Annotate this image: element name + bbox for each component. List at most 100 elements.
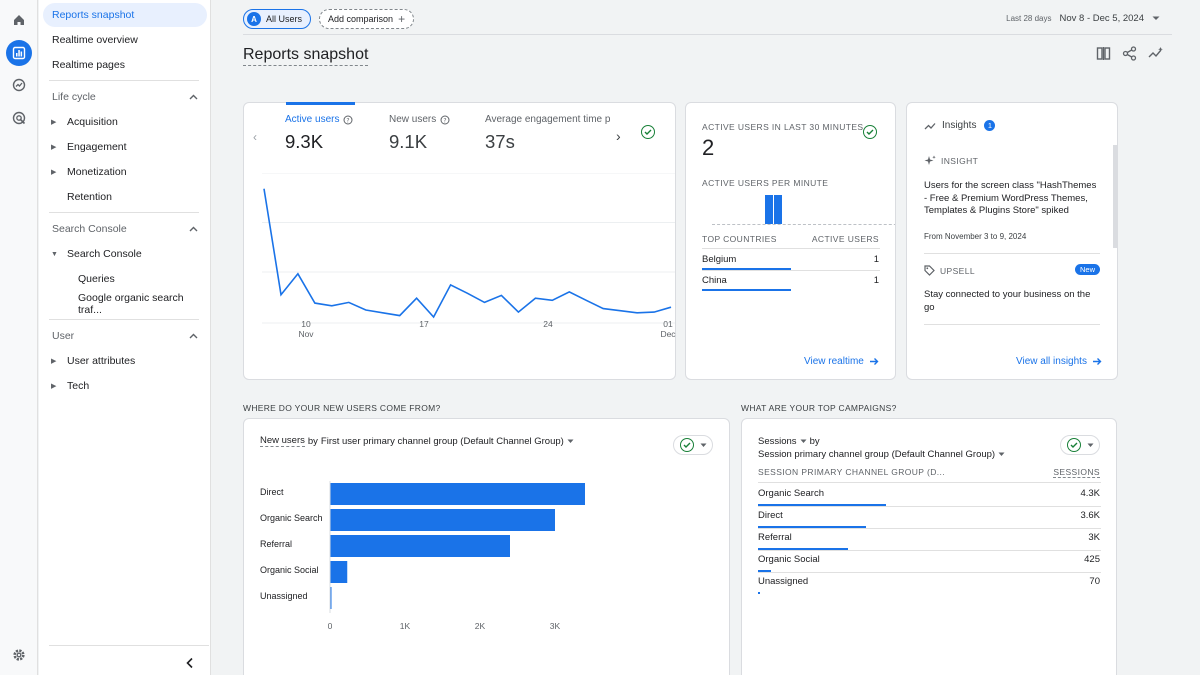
insights-header: Insights 1	[924, 120, 996, 131]
realtime-card: ACTIVE USERS IN LAST 30 MINUTES 2 ACTIVE…	[685, 102, 896, 380]
per-minute-bar	[765, 195, 773, 224]
x-tick: 17	[419, 319, 429, 329]
date-range-picker[interactable]: Last 28 days Nov 8 - Dec 5, 2024	[1006, 13, 1160, 24]
col-sessions[interactable]: SESSIONS	[1053, 467, 1100, 478]
caret-down-icon: ▼	[51, 250, 58, 258]
bar[interactable]	[330, 587, 332, 609]
tab-new-users[interactable]: New users ? 9.1K	[389, 114, 450, 153]
bar[interactable]	[330, 483, 585, 505]
check-status-icon	[641, 122, 655, 140]
active-users-chart	[262, 173, 675, 324]
tab-engagement-time[interactable]: Average engagement time p 37s	[485, 114, 610, 152]
new-users-section-title: WHERE DO YOUR NEW USERS COME FROM?	[243, 403, 441, 413]
engagement-time-value: 37s	[485, 131, 515, 152]
upsell-text[interactable]: Stay connected to your business on the g…	[924, 289, 1091, 313]
country-name: China	[702, 275, 727, 286]
x-tick: 3K	[550, 621, 561, 631]
nav-reports-snapshot[interactable]: Reports snapshot	[43, 3, 207, 27]
reports-icon[interactable]	[6, 40, 32, 66]
nav-google-organic-search[interactable]: Google organic search traf...	[78, 292, 184, 316]
chevron-left-icon[interactable]: ‹	[253, 130, 257, 144]
metric-selector[interactable]: New users	[260, 435, 305, 447]
caret-right-icon: ▶	[51, 358, 57, 365]
view-all-insights-link[interactable]: View all insights	[1016, 356, 1102, 367]
advertising-icon[interactable]	[6, 105, 32, 131]
check-status-icon	[1066, 438, 1081, 452]
bar-label: Unassigned	[260, 591, 308, 601]
nav-monetization[interactable]: ▶ Monetization	[51, 166, 127, 178]
nav-realtime-overview[interactable]: Realtime overview	[52, 34, 138, 46]
chevron-left-icon	[186, 657, 193, 669]
help-icon[interactable]: ?	[440, 115, 450, 125]
share-icon[interactable]	[1122, 46, 1137, 61]
divider	[702, 248, 880, 249]
nav-tech[interactable]: ▶ Tech	[51, 380, 90, 392]
page-tools	[1096, 46, 1164, 61]
nav-realtime-pages[interactable]: Realtime pages	[52, 59, 125, 71]
divider	[758, 550, 1101, 551]
dimension-selector[interactable]: Session primary channel group (Default C…	[758, 449, 996, 460]
new-users-header: New users by First user primary channel …	[260, 435, 574, 447]
metric-selector[interactable]: Sessions	[758, 436, 797, 447]
caret-right-icon: ▶	[51, 119, 57, 126]
channel-name: Organic Social	[758, 554, 820, 565]
divider	[758, 482, 1101, 483]
campaigns-header: Sessions by Session primary channel grou…	[758, 435, 1005, 461]
divider	[702, 270, 880, 271]
chevron-right-icon[interactable]: ›	[616, 128, 621, 144]
country-users: 1	[873, 275, 879, 286]
col-top-countries: TOP COUNTRIES	[702, 234, 777, 244]
channel-name: Organic Search	[758, 488, 825, 499]
divider	[758, 506, 1101, 507]
nav-retention[interactable]: Retention	[67, 191, 112, 203]
nav-acquisition[interactable]: ▶ Acquisition	[51, 116, 118, 128]
bar[interactable]	[330, 535, 510, 557]
campaigns-card: Sessions by Session primary channel grou…	[741, 418, 1117, 675]
insight-label-row: INSIGHT	[924, 155, 978, 167]
baseline	[712, 224, 895, 225]
plus-icon: +	[398, 12, 406, 26]
section-life-cycle[interactable]: Life cycle	[43, 85, 207, 109]
comparison-bar: A All Users Add comparison +	[211, 0, 1200, 38]
country-share-bar	[702, 268, 791, 270]
channel-name: Unassigned	[758, 576, 809, 587]
help-icon[interactable]: ?	[343, 115, 353, 125]
settings-icon[interactable]	[6, 642, 32, 668]
section-search-console[interactable]: Search Console	[43, 217, 207, 241]
dropdown-arrow-icon	[1152, 16, 1160, 20]
insights-card: Insights 1 INSIGHT Users for the screen …	[906, 102, 1118, 380]
section-user[interactable]: User	[43, 324, 207, 348]
sessions-value: 4.3K	[1080, 488, 1100, 499]
new-users-card: New users by First user primary channel …	[243, 418, 730, 675]
insight-text[interactable]: Users for the screen class "HashThemes -…	[924, 180, 1097, 216]
explore-icon[interactable]	[6, 72, 32, 98]
bar[interactable]	[330, 561, 348, 583]
nav-queries[interactable]: Queries	[78, 273, 115, 285]
scrollbar[interactable]	[1113, 145, 1117, 248]
campaigns-section-title: WHAT ARE YOUR TOP CAMPAIGNS?	[741, 403, 897, 413]
caret-right-icon: ▶	[51, 144, 57, 151]
divider	[49, 212, 199, 213]
nav-engagement[interactable]: ▶ Engagement	[51, 141, 127, 153]
add-comparison-button[interactable]: Add comparison +	[319, 9, 415, 29]
app-rail	[0, 0, 38, 675]
tab-active-users[interactable]: Active users ? 9.3K	[285, 114, 353, 153]
card-options-button[interactable]	[1060, 435, 1100, 455]
nav-search-console[interactable]: ▼ Search Console	[51, 248, 142, 260]
insights-sparkline-icon[interactable]	[1148, 46, 1164, 61]
sessions-value: 425	[1084, 554, 1100, 565]
collapse-nav-button[interactable]	[185, 657, 195, 672]
channel-name: Direct	[758, 510, 783, 521]
sessions-value: 3.6K	[1080, 510, 1100, 521]
bar[interactable]	[330, 509, 555, 531]
bar-label: Organic Social	[260, 565, 319, 575]
home-icon[interactable]	[6, 7, 32, 33]
bar-label: Referral	[260, 539, 292, 549]
compare-icon[interactable]	[1096, 46, 1111, 61]
view-realtime-link[interactable]: View realtime	[804, 356, 879, 367]
dimension-selector[interactable]: First user primary channel group (Defaul…	[320, 435, 564, 447]
card-options-button[interactable]	[673, 435, 713, 455]
all-users-chip[interactable]: A All Users	[243, 9, 312, 29]
nav-user-attributes[interactable]: ▶ User attributes	[51, 355, 136, 367]
active-tab-indicator	[286, 102, 355, 105]
